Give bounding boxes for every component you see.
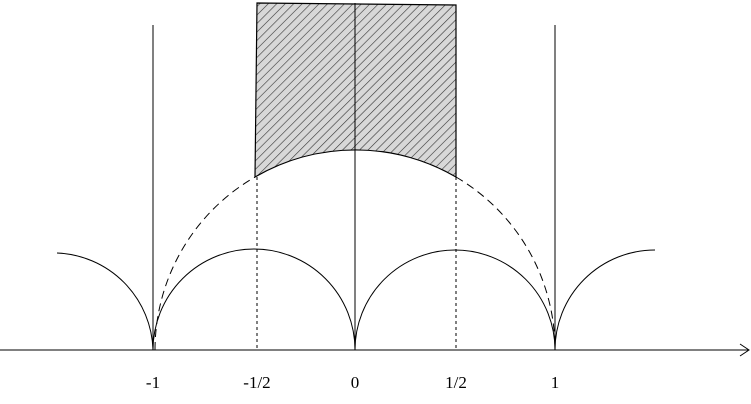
arc-half — [354, 249, 556, 351]
tick-label: 1/2 — [445, 373, 467, 392]
dashed-arc-right — [455, 176, 556, 351]
tick-label: -1/2 — [243, 373, 270, 392]
axis-arrow — [739, 343, 750, 357]
tick-label: 1 — [551, 373, 560, 392]
arc-left-partial — [56, 252, 154, 351]
dashed-arc-left — [154, 176, 256, 351]
arc-minus-half — [152, 248, 356, 351]
tick-label: -1 — [146, 373, 160, 392]
arc-right-partial — [554, 249, 656, 351]
tick-label: 0 — [351, 373, 360, 392]
